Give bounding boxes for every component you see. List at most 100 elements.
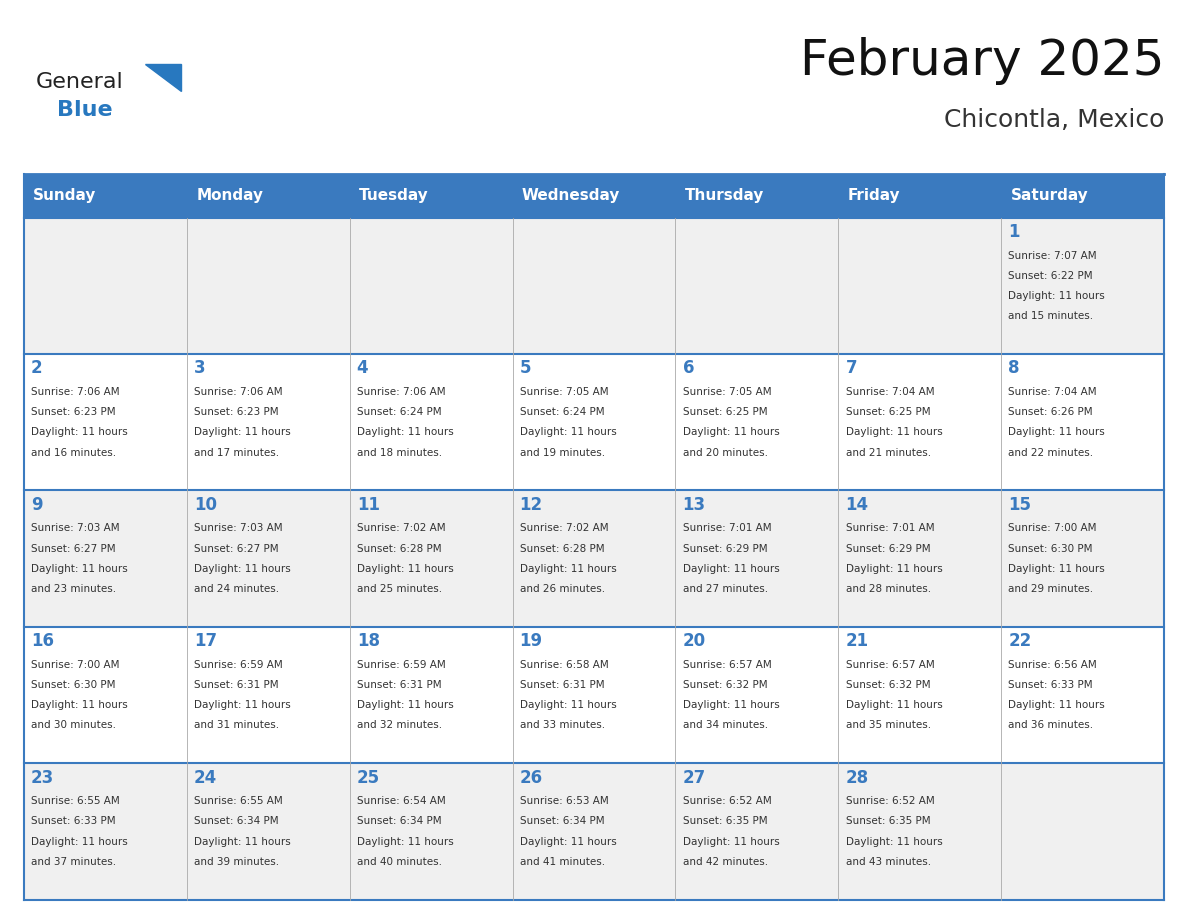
Polygon shape — [145, 64, 181, 91]
Text: and 30 minutes.: and 30 minutes. — [31, 721, 116, 731]
Text: 10: 10 — [194, 496, 217, 514]
Bar — [349, 763, 512, 900]
Bar — [839, 763, 1001, 900]
Text: Sunrise: 6:55 AM: Sunrise: 6:55 AM — [194, 796, 283, 806]
Text: Sunrise: 7:04 AM: Sunrise: 7:04 AM — [1009, 387, 1097, 397]
Text: Daylight: 11 hours: Daylight: 11 hours — [31, 428, 127, 437]
Text: 17: 17 — [194, 633, 217, 650]
Text: Sunrise: 7:07 AM: Sunrise: 7:07 AM — [1009, 251, 1097, 261]
Text: 27: 27 — [683, 768, 706, 787]
Text: Sunset: 6:23 PM: Sunset: 6:23 PM — [194, 408, 278, 417]
Text: Sunset: 6:33 PM: Sunset: 6:33 PM — [31, 816, 115, 826]
Text: Daylight: 11 hours: Daylight: 11 hours — [194, 700, 291, 711]
Text: Chicontla, Mexico: Chicontla, Mexico — [943, 108, 1164, 132]
Text: Sunrise: 6:57 AM: Sunrise: 6:57 AM — [846, 660, 934, 670]
Text: Sunday: Sunday — [33, 188, 96, 204]
Text: 6: 6 — [683, 360, 694, 377]
Bar — [349, 174, 512, 218]
Text: Daylight: 11 hours: Daylight: 11 hours — [1009, 291, 1105, 301]
Text: and 29 minutes.: and 29 minutes. — [1009, 584, 1094, 594]
Text: Daylight: 11 hours: Daylight: 11 hours — [356, 564, 454, 574]
Text: Sunrise: 7:01 AM: Sunrise: 7:01 AM — [683, 523, 771, 533]
Text: Sunrise: 7:01 AM: Sunrise: 7:01 AM — [846, 523, 934, 533]
Text: 8: 8 — [1009, 360, 1020, 377]
Text: Monday: Monday — [196, 188, 264, 204]
Text: Sunrise: 6:52 AM: Sunrise: 6:52 AM — [683, 796, 771, 806]
Text: Sunset: 6:24 PM: Sunset: 6:24 PM — [519, 408, 605, 417]
Bar — [512, 218, 676, 354]
Text: Sunrise: 7:06 AM: Sunrise: 7:06 AM — [31, 387, 120, 397]
Text: 12: 12 — [519, 496, 543, 514]
Text: Daylight: 11 hours: Daylight: 11 hours — [194, 836, 291, 846]
Text: 14: 14 — [846, 496, 868, 514]
Bar — [24, 627, 187, 763]
Text: and 15 minutes.: and 15 minutes. — [1009, 311, 1094, 321]
Bar — [512, 354, 676, 490]
Bar — [1001, 763, 1164, 900]
Text: Daylight: 11 hours: Daylight: 11 hours — [519, 428, 617, 437]
Bar — [187, 627, 349, 763]
Text: Sunset: 6:22 PM: Sunset: 6:22 PM — [1009, 271, 1093, 281]
Text: February 2025: February 2025 — [800, 37, 1164, 84]
Text: Daylight: 11 hours: Daylight: 11 hours — [194, 564, 291, 574]
Text: Sunrise: 7:05 AM: Sunrise: 7:05 AM — [519, 387, 608, 397]
Text: and 27 minutes.: and 27 minutes. — [683, 584, 767, 594]
Text: Sunrise: 6:52 AM: Sunrise: 6:52 AM — [846, 796, 934, 806]
Text: Sunset: 6:31 PM: Sunset: 6:31 PM — [194, 680, 278, 690]
Text: Sunrise: 7:02 AM: Sunrise: 7:02 AM — [356, 523, 446, 533]
Text: 16: 16 — [31, 633, 53, 650]
Text: and 35 minutes.: and 35 minutes. — [846, 721, 930, 731]
Bar — [1001, 490, 1164, 627]
Text: and 20 minutes.: and 20 minutes. — [683, 448, 767, 457]
Text: 26: 26 — [519, 768, 543, 787]
Text: Sunset: 6:33 PM: Sunset: 6:33 PM — [1009, 680, 1093, 690]
Bar — [512, 627, 676, 763]
Text: Sunrise: 7:06 AM: Sunrise: 7:06 AM — [356, 387, 446, 397]
Text: Blue: Blue — [57, 100, 113, 120]
Text: Daylight: 11 hours: Daylight: 11 hours — [683, 428, 779, 437]
Text: Sunset: 6:25 PM: Sunset: 6:25 PM — [683, 408, 767, 417]
Text: Sunrise: 6:56 AM: Sunrise: 6:56 AM — [1009, 660, 1098, 670]
Text: Daylight: 11 hours: Daylight: 11 hours — [683, 564, 779, 574]
Bar — [349, 627, 512, 763]
Text: and 33 minutes.: and 33 minutes. — [519, 721, 605, 731]
Text: and 34 minutes.: and 34 minutes. — [683, 721, 767, 731]
Text: Sunset: 6:35 PM: Sunset: 6:35 PM — [683, 816, 767, 826]
Bar — [839, 354, 1001, 490]
Text: and 16 minutes.: and 16 minutes. — [31, 448, 116, 457]
Text: Daylight: 11 hours: Daylight: 11 hours — [31, 700, 127, 711]
Text: and 42 minutes.: and 42 minutes. — [683, 856, 767, 867]
Text: Sunrise: 6:53 AM: Sunrise: 6:53 AM — [519, 796, 608, 806]
Bar — [839, 627, 1001, 763]
Text: Sunrise: 6:57 AM: Sunrise: 6:57 AM — [683, 660, 771, 670]
Text: Sunset: 6:30 PM: Sunset: 6:30 PM — [31, 680, 115, 690]
Text: Sunrise: 6:59 AM: Sunrise: 6:59 AM — [194, 660, 283, 670]
Bar — [512, 763, 676, 900]
Text: 18: 18 — [356, 633, 380, 650]
Text: Sunset: 6:29 PM: Sunset: 6:29 PM — [846, 543, 930, 554]
Bar — [676, 218, 839, 354]
Text: Daylight: 11 hours: Daylight: 11 hours — [1009, 700, 1105, 711]
Text: General: General — [36, 72, 124, 92]
Text: 19: 19 — [519, 633, 543, 650]
Bar — [24, 218, 187, 354]
Text: and 43 minutes.: and 43 minutes. — [846, 856, 930, 867]
Bar — [839, 490, 1001, 627]
Text: Daylight: 11 hours: Daylight: 11 hours — [31, 564, 127, 574]
Bar — [676, 763, 839, 900]
Text: Sunrise: 7:06 AM: Sunrise: 7:06 AM — [194, 387, 283, 397]
Bar — [1001, 627, 1164, 763]
Bar — [676, 354, 839, 490]
Text: Sunrise: 7:04 AM: Sunrise: 7:04 AM — [846, 387, 934, 397]
Text: Sunrise: 7:00 AM: Sunrise: 7:00 AM — [31, 660, 119, 670]
Text: Tuesday: Tuesday — [359, 188, 429, 204]
Text: and 18 minutes.: and 18 minutes. — [356, 448, 442, 457]
Bar — [839, 174, 1001, 218]
Bar — [24, 490, 187, 627]
Text: Sunset: 6:23 PM: Sunset: 6:23 PM — [31, 408, 115, 417]
Text: 21: 21 — [846, 633, 868, 650]
Bar — [187, 490, 349, 627]
Text: and 19 minutes.: and 19 minutes. — [519, 448, 605, 457]
Text: and 26 minutes.: and 26 minutes. — [519, 584, 605, 594]
Text: Saturday: Saturday — [1011, 188, 1088, 204]
